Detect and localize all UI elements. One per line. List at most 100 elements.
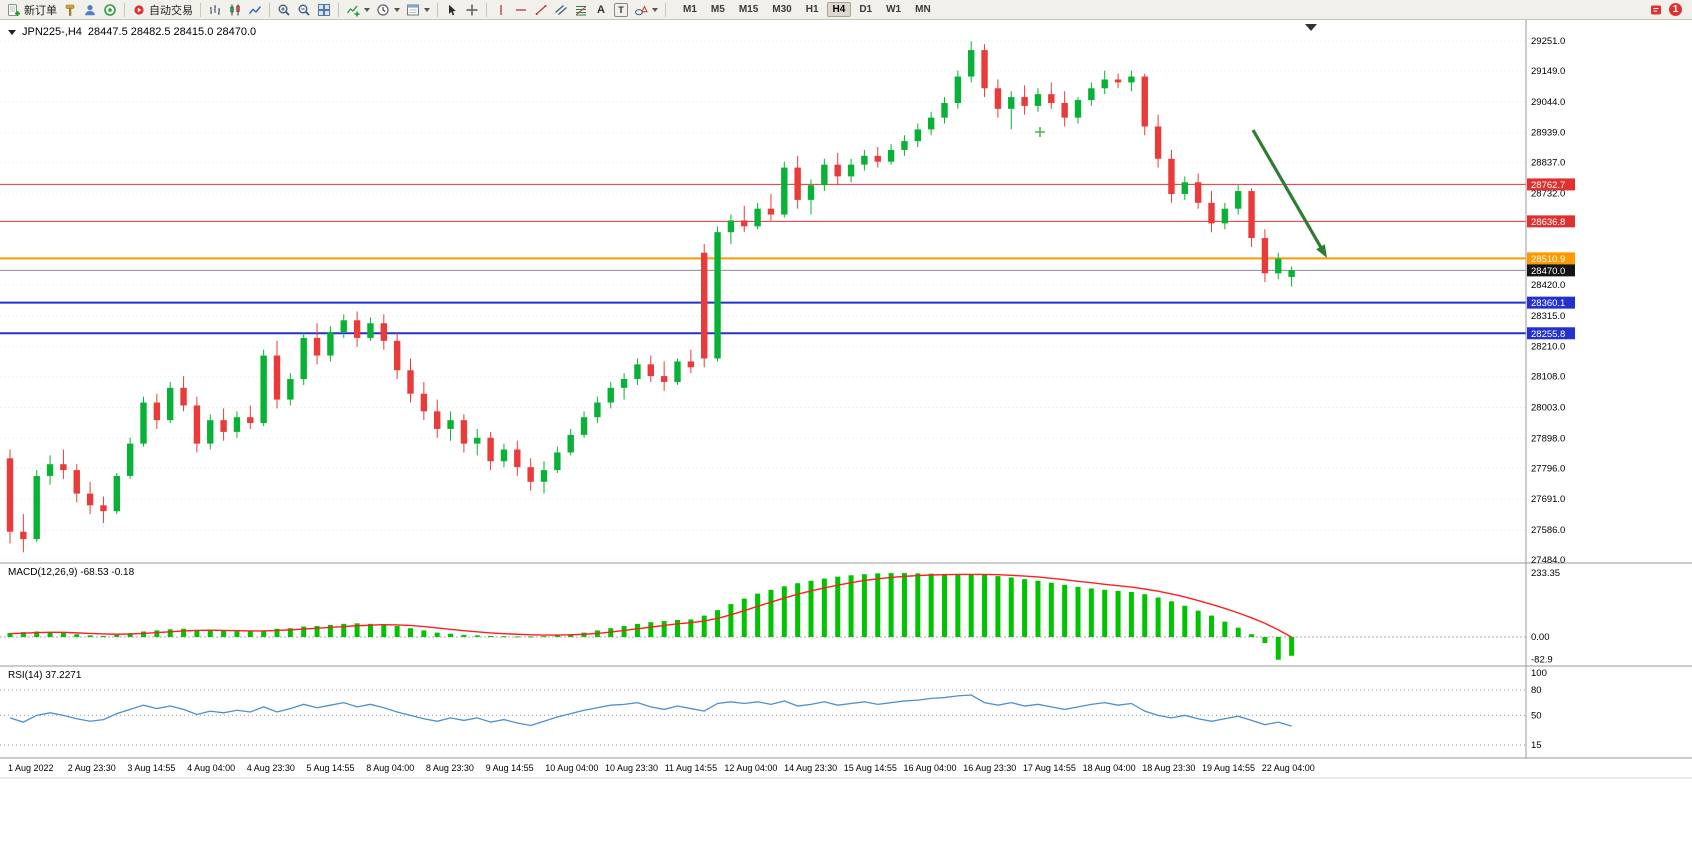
toolbar-separator xyxy=(665,2,666,17)
chart-bars-button[interactable] xyxy=(205,1,225,19)
chart-line-button[interactable] xyxy=(245,1,265,19)
time-axis: 1 Aug 2022 2 Aug 23:30 3 Aug 14:55 4 Aug 04… xyxy=(8,763,1315,773)
add-indicator-icon xyxy=(346,5,360,16)
fibonacci-tool-button[interactable] xyxy=(571,1,591,19)
svg-text:28210.0: 28210.0 xyxy=(1531,342,1565,353)
svg-text:28360.1: 28360.1 xyxy=(1531,298,1565,309)
macd-label: MACD(12,26,9) -68.53 -0.18 xyxy=(8,567,135,578)
chart-title: JPN225-,H4 28447.5 28482.5 28415.0 28470… xyxy=(8,26,256,38)
svg-text:18 Aug 04:00: 18 Aug 04:00 xyxy=(1083,763,1136,773)
toolbar-separator xyxy=(338,2,339,17)
clock-icon xyxy=(377,3,389,16)
timeframe-button-d1[interactable]: D1 xyxy=(859,4,873,15)
crosshair-button[interactable] xyxy=(462,1,482,19)
community-icon xyxy=(104,3,116,16)
rsi-label: RSI(14) 37.2271 xyxy=(8,670,82,681)
timeframe-button-m15[interactable]: M15 xyxy=(738,4,759,15)
new-order-button[interactable]: 新订单 xyxy=(4,1,60,19)
template-icon xyxy=(407,4,419,15)
vertical-line-icon xyxy=(500,4,502,15)
svg-text:27586.0: 27586.0 xyxy=(1531,525,1565,536)
svg-text:8 Aug 04:00: 8 Aug 04:00 xyxy=(366,763,414,773)
svg-text:28939.0: 28939.0 xyxy=(1531,128,1565,139)
svg-text:29044.0: 29044.0 xyxy=(1531,97,1565,108)
svg-text:28636.8: 28636.8 xyxy=(1531,217,1565,228)
templates-button[interactable] xyxy=(403,1,433,19)
svg-text:5 Aug 14:55: 5 Aug 14:55 xyxy=(307,763,355,773)
grid xyxy=(0,40,1526,561)
svg-text:100: 100 xyxy=(1531,668,1547,679)
cursor-icon xyxy=(449,4,456,15)
trendline-tool-button[interactable] xyxy=(531,1,551,19)
community-button[interactable] xyxy=(100,1,120,19)
news-icon[interactable] xyxy=(1649,3,1663,17)
trendline-icon xyxy=(535,4,547,15)
svg-text:29149.0: 29149.0 xyxy=(1531,66,1565,77)
main-toolbar: 新订单 自动交易 xyxy=(0,0,1692,20)
svg-text:28315.0: 28315.0 xyxy=(1531,311,1565,322)
vertical-line-tool-button[interactable] xyxy=(491,1,511,19)
svg-text:1 Aug 2022: 1 Aug 2022 xyxy=(8,763,54,773)
svg-text:17 Aug 14:55: 17 Aug 14:55 xyxy=(1023,763,1076,773)
channel-tool-button[interactable] xyxy=(551,1,571,19)
svg-text:27796.0: 27796.0 xyxy=(1531,463,1565,474)
auto-trading-button[interactable]: 自动交易 xyxy=(129,1,196,19)
horizontal-line-tool-button[interactable] xyxy=(511,1,531,19)
macd-signal-line xyxy=(9,573,1292,638)
text-tool-button[interactable]: A xyxy=(591,1,611,19)
trend-arrow-annotation[interactable] xyxy=(1251,129,1327,258)
timeframe-button-h1[interactable]: H1 xyxy=(805,4,819,15)
svg-text:28255.8: 28255.8 xyxy=(1531,329,1565,340)
crosshair-icon xyxy=(466,4,478,15)
svg-text:80: 80 xyxy=(1531,685,1542,696)
chart-window[interactable]: JPN225-,H4 28447.5 28482.5 28415.0 28470… xyxy=(0,20,1692,845)
auto-trading-label: 自动交易 xyxy=(149,4,193,17)
one-click-trading-toggle-icon[interactable] xyxy=(8,29,16,35)
svg-text:3 Aug 14:55: 3 Aug 14:55 xyxy=(127,763,175,773)
notification-badge[interactable]: 1 xyxy=(1669,3,1682,16)
horizontal-line-icon xyxy=(516,8,526,11)
svg-text:0.00: 0.00 xyxy=(1531,632,1550,643)
cross-marker-annotation[interactable] xyxy=(1035,127,1045,137)
timeframe-button-h4[interactable]: H4 xyxy=(826,2,852,17)
channel-icon xyxy=(555,4,567,15)
new-order-icon xyxy=(8,3,20,16)
periods-button[interactable] xyxy=(373,1,403,19)
svg-text:28837.0: 28837.0 xyxy=(1531,158,1565,169)
timeframe-button-m1[interactable]: M1 xyxy=(683,4,697,15)
price-axis: 29251.0 29149.0 29044.0 28939.0 28837.0 28732… xyxy=(1531,36,1565,566)
shapes-tool-button[interactable] xyxy=(631,1,661,19)
zoom-in-button[interactable] xyxy=(274,1,294,19)
hammer-icon xyxy=(65,4,75,16)
toolbar-separator xyxy=(269,2,270,17)
shapes-icon xyxy=(635,4,648,15)
toolbar-separator xyxy=(486,2,487,17)
auto-trading-icon xyxy=(134,4,144,15)
timeframe-button-w1[interactable]: W1 xyxy=(886,4,902,15)
indicators-button[interactable] xyxy=(343,1,373,19)
tile-windows-button[interactable] xyxy=(314,1,334,19)
svg-text:28510.9: 28510.9 xyxy=(1531,254,1565,265)
cursor-button[interactable] xyxy=(442,1,462,19)
svg-text:4 Aug 23:30: 4 Aug 23:30 xyxy=(247,763,295,773)
chart-candles-button[interactable] xyxy=(225,1,245,19)
label-tool-button[interactable]: T xyxy=(611,1,631,19)
profile-button[interactable] xyxy=(80,1,100,19)
timeframe-button-mn[interactable]: MN xyxy=(915,4,931,15)
zoom-out-button[interactable] xyxy=(294,1,314,19)
tools-hammer-button[interactable] xyxy=(60,1,80,19)
chart-canvas[interactable]: 29251.0 29149.0 29044.0 28939.0 28837.0 28732… xyxy=(0,20,1692,845)
profile-icon xyxy=(85,4,95,15)
timeframe-button-m30[interactable]: M30 xyxy=(772,4,792,15)
chevron-down-icon xyxy=(394,7,400,12)
zoom-in-icon xyxy=(278,4,290,16)
horizontal-price-lines[interactable] xyxy=(0,183,1526,335)
svg-text:19 Aug 14:55: 19 Aug 14:55 xyxy=(1202,763,1255,773)
svg-text:8 Aug 23:30: 8 Aug 23:30 xyxy=(426,763,474,773)
tile-windows-icon xyxy=(318,3,330,16)
timeframe-button-m5[interactable]: M5 xyxy=(710,4,725,15)
chart-shift-marker-icon[interactable] xyxy=(1305,24,1317,31)
rsi-line xyxy=(9,694,1292,727)
svg-text:28003.0: 28003.0 xyxy=(1531,403,1565,414)
